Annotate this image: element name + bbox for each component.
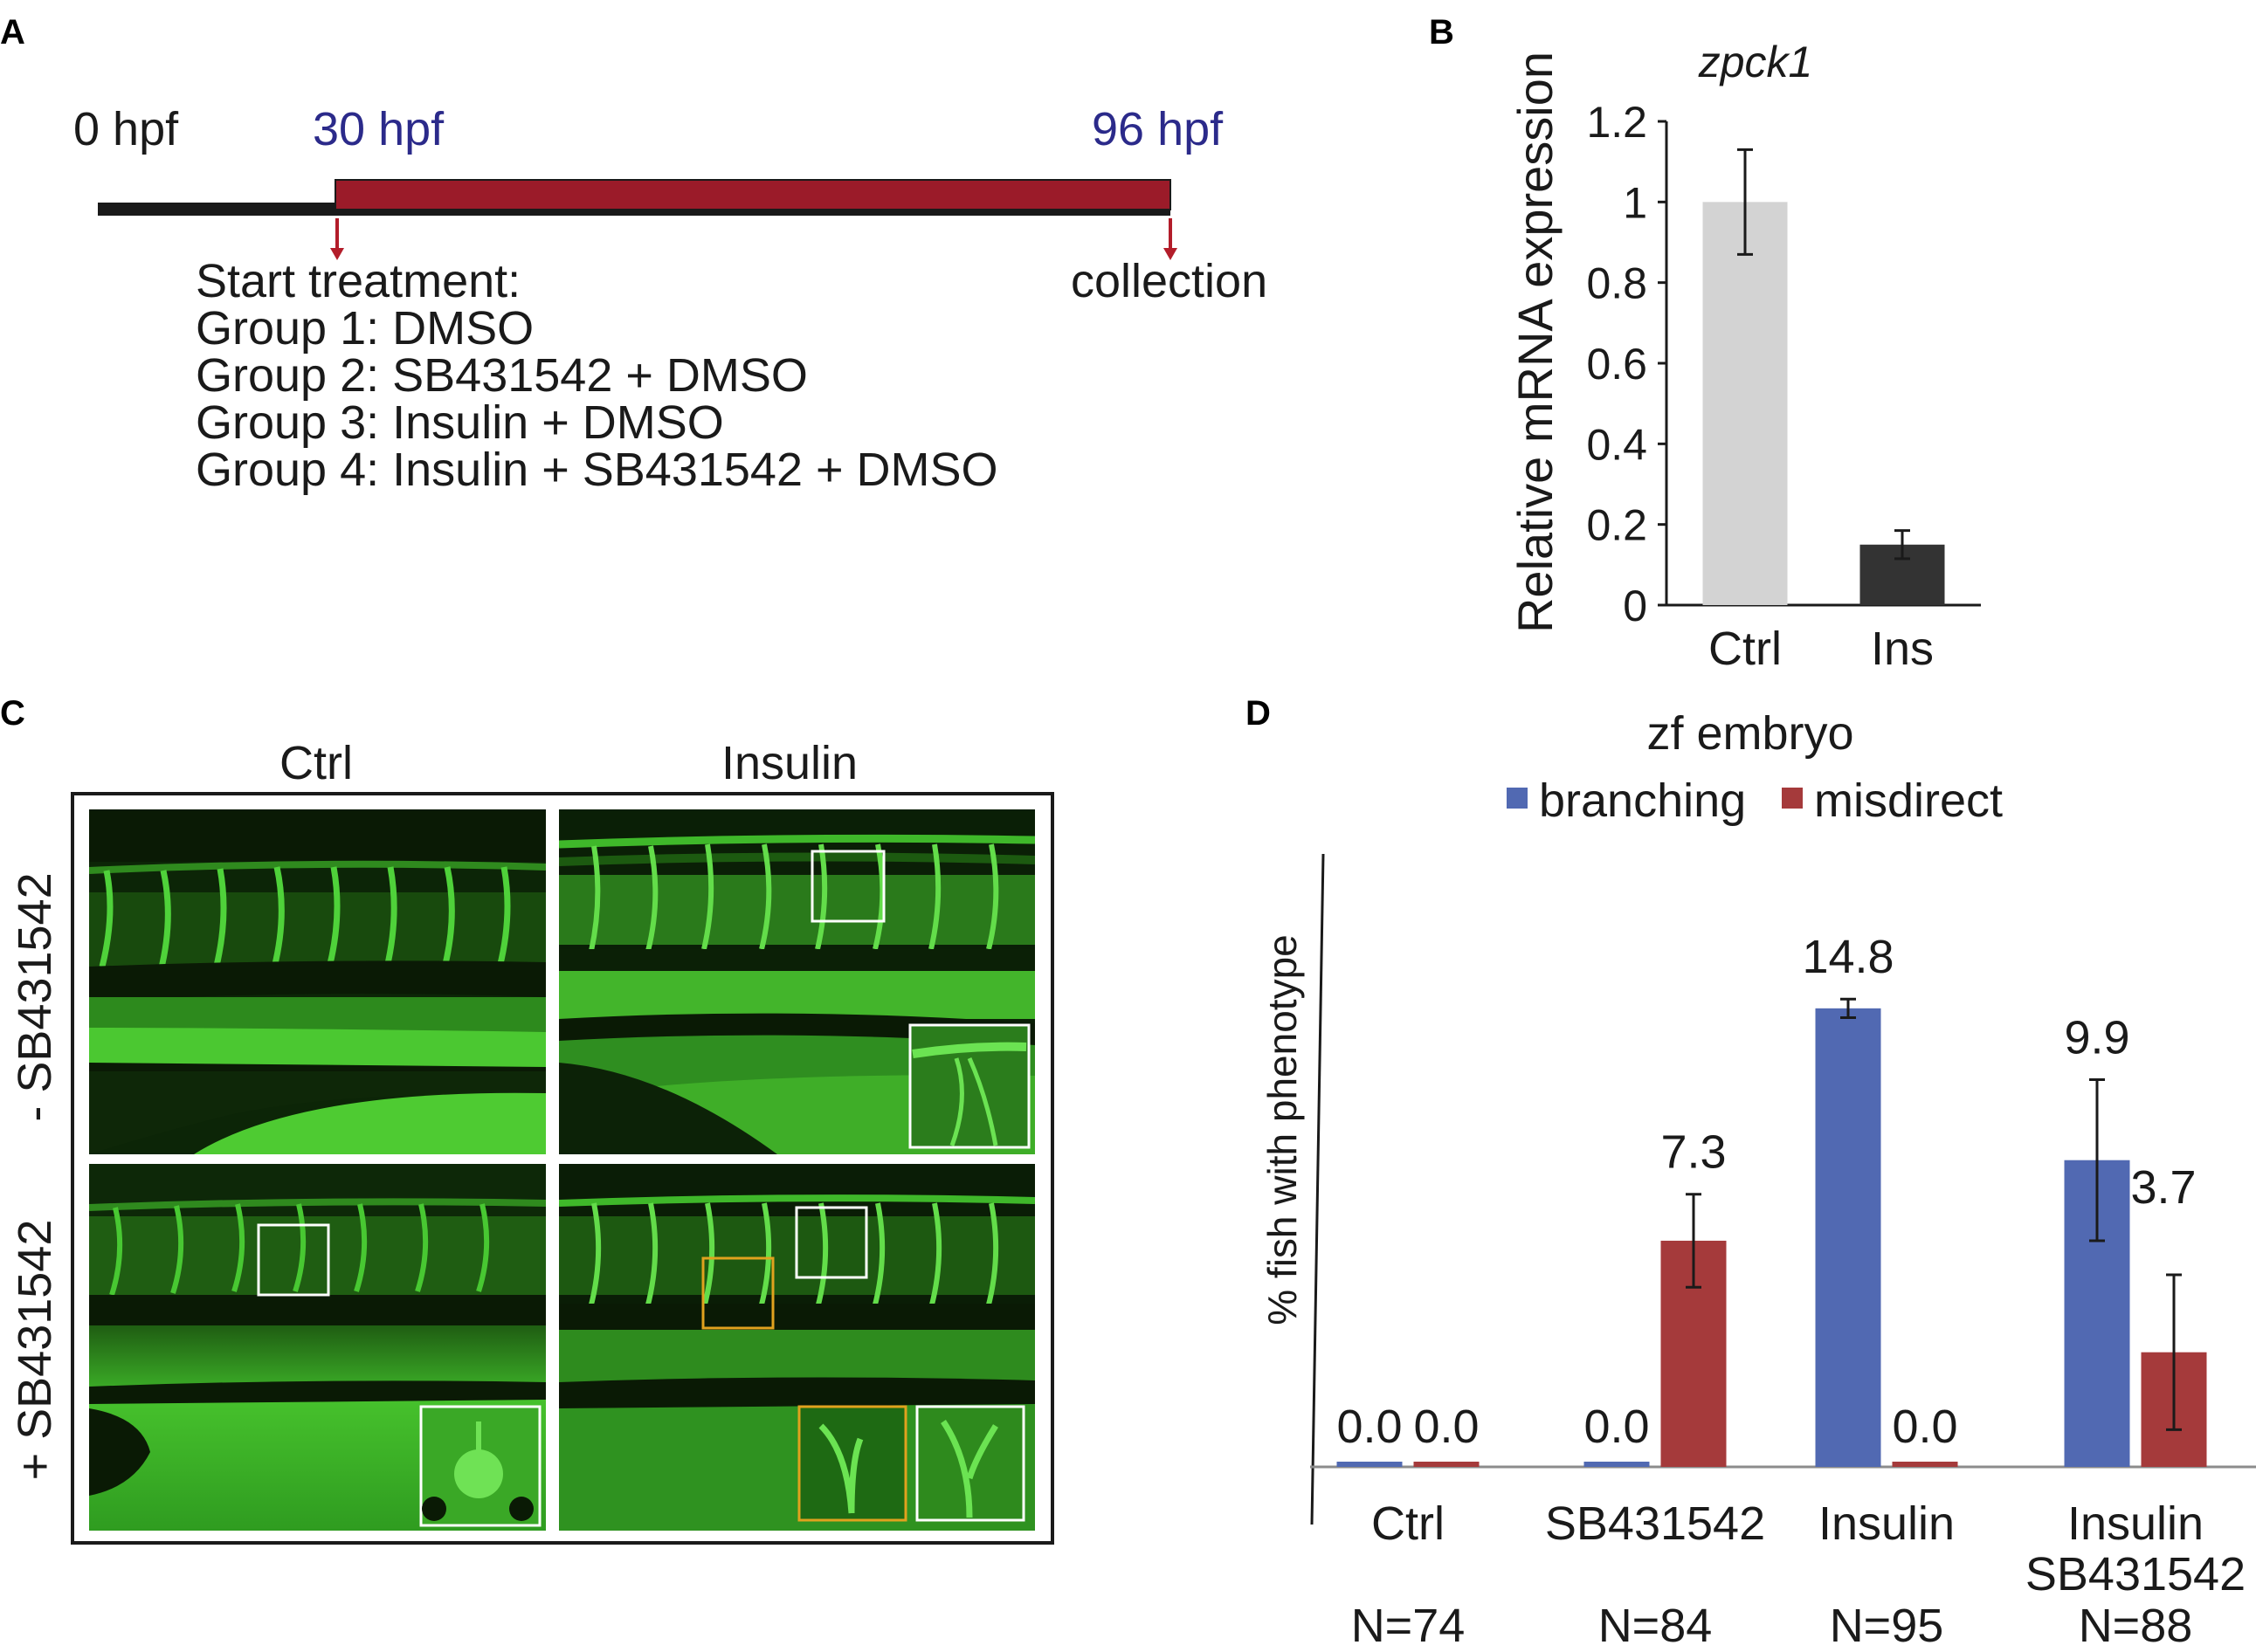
micrograph-insulin-plus-sb <box>559 1164 1035 1531</box>
chart-b-title: zpck1 <box>1698 38 1813 86</box>
chart-d-ylabel: % fish with phenotype <box>1259 934 1305 1325</box>
chart-d-bar-branching <box>1583 1462 1650 1467</box>
panel-letter-d: D <box>1245 694 1271 733</box>
chart-d-legend: branching misdirect <box>1507 774 2003 827</box>
time-start-label: 0 hpf <box>73 103 179 155</box>
start-treatment-label: Start treatment: <box>196 255 521 307</box>
group-4-label: Group 4: Insulin + SB431542 + DMSO <box>196 444 998 496</box>
micrograph-insulin-minus-sb <box>559 809 1035 1154</box>
chart-d-value-label-branching: 14.8 <box>1802 931 1894 983</box>
treatment-bar <box>335 179 1171 210</box>
panel-letter-a: A <box>0 13 25 52</box>
chart-b-bar <box>1702 202 1788 606</box>
panel-letter-c: C <box>0 694 25 733</box>
chart-b-ytick-label: 0.4 <box>1586 420 1647 469</box>
chart-d-bar-misdirect <box>1413 1462 1480 1467</box>
chart-d-count-label: N=84 <box>1598 1600 1713 1652</box>
panel-d: D zf embryo branching misdirect % fish w… <box>1245 694 2256 1652</box>
chart-b-ytick-label: 1 <box>1623 178 1647 227</box>
chart-d-title: zf embryo <box>1646 707 1853 760</box>
chart-d-bar-branching <box>1815 1008 1881 1467</box>
chart-b-category-label: Ins <box>1871 623 1934 675</box>
col-label-ctrl: Ctrl <box>279 737 353 789</box>
chart-d-value-label-branching: 9.9 <box>2064 1011 2129 1063</box>
chart-d-category-label: Insulin <box>1818 1497 1955 1550</box>
panel-letter-b: B <box>1429 13 1454 52</box>
col-label-insulin: Insulin <box>721 737 858 789</box>
chart-b-ytick-label: 1.2 <box>1586 98 1647 147</box>
chart-b-ytick-label: 0 <box>1623 582 1647 630</box>
chart-b-ylabel: Relative mRNA expression <box>1507 52 1563 633</box>
chart-d-category-label: Insulin <box>2067 1497 2204 1550</box>
chart-d-value-label-misdirect: 7.3 <box>1660 1126 1726 1179</box>
chart-d-plot: 0.0 0.014.89.90.07.30.03.7CtrlN=74SB43154… <box>1310 853 2256 1652</box>
chart-d-category-label: Ctrl <box>1371 1497 1445 1550</box>
chart-d-value-label-misdirect: 3.7 <box>2130 1161 2196 1214</box>
chart-b-ytick-label: 0.2 <box>1586 501 1647 550</box>
legend-swatch-misdirect <box>1782 788 1803 809</box>
start-arrow <box>330 218 344 260</box>
row-label-plus-sb: + SB431542 <box>9 1220 61 1481</box>
legend-label-misdirect: misdirect <box>1814 774 2003 827</box>
chart-d-bar-misdirect <box>1892 1462 1958 1467</box>
micrograph-ctrl-plus-sb <box>89 1164 546 1531</box>
row-label-minus-sb: - SB431542 <box>9 872 61 1121</box>
chart-d-category-label: SB431542 <box>2025 1548 2246 1600</box>
chart-b-ytick-label: 0.8 <box>1586 259 1647 308</box>
chart-d-value-label-branching: 0.0 <box>1583 1401 1649 1453</box>
group-1-label: Group 1: DMSO <box>196 302 534 354</box>
collection-arrow <box>1163 218 1177 260</box>
chart-d-value-label-misdirect: 0.0 <box>1413 1401 1479 1453</box>
panel-c: C Ctrl Insulin - SB431542 + SB431542 <box>0 694 1054 1545</box>
chart-d-value-label-misdirect: 0.0 <box>1892 1401 1957 1453</box>
chart-b-ytick-label: 0.6 <box>1586 340 1647 389</box>
time-end-label: 96 hpf <box>1092 103 1224 155</box>
micrograph-ctrl-minus-sb <box>89 809 546 1154</box>
legend-swatch-branching <box>1507 788 1528 809</box>
chart-b-category-label: Ctrl <box>1708 623 1782 675</box>
chart-b-plot: 0 0.2 0.4 0.6 0.8 1 1.2 Ctrl Ins <box>1586 98 1981 675</box>
legend-label-branching: branching <box>1539 774 1746 827</box>
chart-d-y-axis <box>1310 853 1325 1525</box>
panel-b: B zpck1 Relative mRNA expression 0 0.2 0.4… <box>1429 13 1981 675</box>
time-treat-label: 30 hpf <box>313 103 445 155</box>
group-2-label: Group 2: SB431542 + DMSO <box>196 349 808 402</box>
chart-d-value-label-branching: 0.0 <box>1336 1401 1402 1453</box>
chart-d-category-label: SB431542 <box>1545 1497 1765 1550</box>
chart-d-count-label: N=74 <box>1351 1600 1466 1652</box>
group-3-label: Group 3: Insulin + DMSO <box>196 396 724 449</box>
chart-d-count-label: N=95 <box>1830 1600 1944 1652</box>
chart-d-bar-branching <box>1336 1462 1403 1467</box>
chart-d-count-label: N=88 <box>2079 1600 2193 1652</box>
panel-a: A 0 hpf 30 hpf 96 hpf Start treatment: G… <box>0 13 1267 496</box>
collection-label: collection <box>1071 255 1267 307</box>
